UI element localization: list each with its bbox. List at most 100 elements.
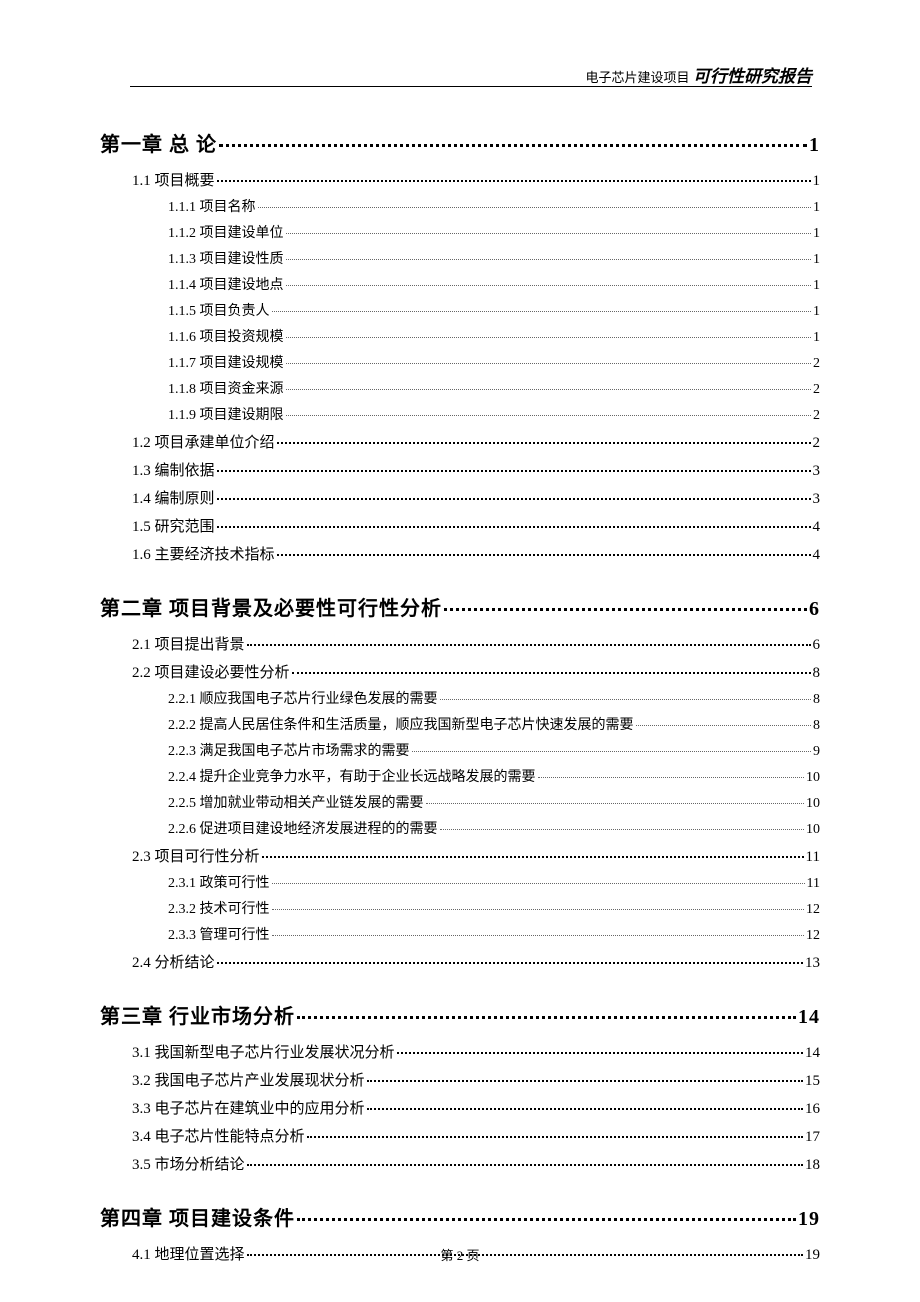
toc-entry-label: 1.1.5 项目负责人 bbox=[168, 300, 270, 320]
toc-leader-dots bbox=[215, 460, 813, 475]
table-of-contents: 第一章 总 论11.1 项目概要11.1.1 项目名称11.1.2 项目建设单位… bbox=[100, 128, 820, 1264]
toc-entry-label: 1.4 编制原则 bbox=[132, 487, 215, 508]
toc-entry-label: 2.2.3 满足我国电子芯片市场需求的需要 bbox=[168, 740, 410, 760]
toc-entry: 3.4 电子芯片性能特点分析 17 bbox=[132, 1125, 820, 1146]
toc-entry: 1.1.7 项目建设规模2 bbox=[168, 352, 820, 372]
toc-entry: 2.2.4 提升企业竞争力水平，有助于企业长远战略发展的需要10 bbox=[168, 766, 820, 786]
toc-entry: 1.1.3 项目建设性质1 bbox=[168, 248, 820, 268]
toc-entry-page: 1 bbox=[813, 226, 820, 242]
toc-entry-label: 1.1.4 项目建设地点 bbox=[168, 274, 284, 294]
toc-entry-label: 3.1 我国新型电子芯片行业发展状况分析 bbox=[132, 1041, 395, 1062]
toc-leader-dots bbox=[634, 715, 814, 729]
toc-entry-page: 10 bbox=[806, 822, 820, 838]
toc-entry-label: 3.4 电子芯片性能特点分析 bbox=[132, 1125, 305, 1146]
toc-entry: 3.1 我国新型电子芯片行业发展状况分析14 bbox=[132, 1041, 820, 1062]
toc-entry-page: 8 bbox=[813, 718, 820, 734]
toc-entry-page: 2 bbox=[813, 356, 820, 372]
toc-leader-dots bbox=[395, 1042, 805, 1057]
toc-entry-label: 1.2 项目承建单位介绍 bbox=[132, 431, 275, 452]
page-footer: 第 2 页 bbox=[0, 1245, 920, 1264]
toc-entry: 2.3.3 管理可行性 12 bbox=[168, 924, 820, 944]
toc-leader-dots bbox=[256, 197, 814, 211]
toc-entry: 1.4 编制原则 3 bbox=[132, 487, 820, 508]
toc-leader-dots bbox=[215, 170, 813, 185]
toc-entry: 1.5 研究范围4 bbox=[132, 515, 820, 536]
page-header: 电子芯片建设项目 可行性研究报告 bbox=[585, 62, 812, 87]
toc-entry-label: 2.3.3 管理可行性 bbox=[168, 924, 270, 944]
toc-leader-dots bbox=[270, 925, 807, 939]
toc-entry-page: 12 bbox=[806, 928, 820, 944]
toc-entry-label: 1.1.2 项目建设单位 bbox=[168, 222, 284, 242]
toc-entry: 第三章 行业市场分析14 bbox=[100, 1000, 820, 1029]
toc-entry-page: 1 bbox=[813, 330, 820, 346]
toc-entry-label: 2.2.2 提高人民居住条件和生活质量，顺应我国新型电子芯片快速发展的需要 bbox=[168, 714, 634, 734]
toc-entry-page: 8 bbox=[813, 692, 820, 708]
toc-entry: 3.5 市场分析结论 18 bbox=[132, 1153, 820, 1174]
toc-entry-page: 1 bbox=[813, 278, 820, 294]
toc-leader-dots bbox=[536, 767, 807, 781]
toc-entry-page: 18 bbox=[805, 1157, 820, 1174]
toc-leader-dots bbox=[290, 662, 813, 677]
toc-entry-page: 2 bbox=[813, 435, 821, 452]
toc-leader-dots bbox=[295, 1205, 798, 1225]
toc-entry-label: 2.3.2 技术可行性 bbox=[168, 898, 270, 918]
toc-entry: 第二章 项目背景及必要性可行性分析6 bbox=[100, 592, 820, 621]
toc-entry-page: 14 bbox=[798, 1006, 820, 1029]
toc-leader-dots bbox=[275, 432, 813, 447]
toc-entry-page: 17 bbox=[805, 1129, 820, 1146]
toc-entry: 1.1.6 项目投资规模1 bbox=[168, 326, 820, 346]
toc-leader-dots bbox=[215, 952, 805, 967]
toc-entry-label: 1.3 编制依据 bbox=[132, 459, 215, 480]
toc-entry-page: 1 bbox=[809, 134, 820, 157]
toc-entry-label: 2.3.1 政策可行性 bbox=[168, 872, 270, 892]
header-title: 可行性研究报告 bbox=[693, 67, 812, 86]
toc-entry-page: 10 bbox=[806, 796, 820, 812]
toc-entry: 1.2 项目承建单位介绍 2 bbox=[132, 431, 820, 452]
toc-entry-label: 1.5 研究范围 bbox=[132, 515, 215, 536]
toc-leader-dots bbox=[284, 327, 814, 341]
toc-entry-page: 11 bbox=[807, 876, 820, 892]
toc-entry: 2.2.5 增加就业带动相关产业链发展的需要10 bbox=[168, 792, 820, 812]
toc-entry: 1.1.8 项目资金来源 2 bbox=[168, 378, 820, 398]
toc-entry: 2.4 分析结论13 bbox=[132, 951, 820, 972]
toc-entry-label: 1.1.3 项目建设性质 bbox=[168, 248, 284, 268]
toc-entry-label: 1.1.8 项目资金来源 bbox=[168, 378, 284, 398]
toc-entry: 3.2 我国电子芯片产业发展现状分析15 bbox=[132, 1069, 820, 1090]
toc-entry: 2.2.3 满足我国电子芯片市场需求的需要9 bbox=[168, 740, 820, 760]
toc-entry-label: 2.4 分析结论 bbox=[132, 951, 215, 972]
toc-entry-page: 16 bbox=[805, 1101, 820, 1118]
toc-leader-dots bbox=[295, 1003, 798, 1023]
toc-leader-dots bbox=[424, 793, 807, 807]
toc-entry-page: 3 bbox=[813, 463, 821, 480]
toc-entry: 2.2.2 提高人民居住条件和生活质量，顺应我国新型电子芯片快速发展的需要 8 bbox=[168, 714, 820, 734]
toc-entry: 第四章 项目建设条件19 bbox=[100, 1202, 820, 1231]
toc-entry-label: 第二章 项目背景及必要性可行性分析 bbox=[100, 592, 442, 621]
toc-entry-page: 8 bbox=[813, 665, 821, 682]
toc-entry-label: 1.1.9 项目建设期限 bbox=[168, 404, 284, 424]
toc-leader-dots bbox=[215, 516, 813, 531]
toc-entry: 1.1.1 项目名称1 bbox=[168, 196, 820, 216]
toc-entry: 2.2 项目建设必要性分析8 bbox=[132, 661, 820, 682]
toc-entry: 2.3.2 技术可行性12 bbox=[168, 898, 820, 918]
toc-entry: 1.1.4 项目建设地点 1 bbox=[168, 274, 820, 294]
toc-entry-label: 2.1 项目提出背景 bbox=[132, 633, 245, 654]
toc-entry: 1.1.9 项目建设期限 2 bbox=[168, 404, 820, 424]
toc-entry-label: 1.6 主要经济技术指标 bbox=[132, 543, 275, 564]
toc-leader-dots bbox=[260, 846, 806, 861]
toc-entry-page: 11 bbox=[806, 849, 820, 866]
toc-entry-label: 1.1 项目概要 bbox=[132, 169, 215, 190]
toc-leader-dots bbox=[284, 353, 814, 367]
toc-entry: 2.2.1 顺应我国电子芯片行业绿色发展的需要8 bbox=[168, 688, 820, 708]
toc-entry: 1.1 项目概要 1 bbox=[132, 169, 820, 190]
toc-entry-page: 3 bbox=[813, 491, 821, 508]
toc-leader-dots bbox=[245, 1154, 805, 1169]
toc-entry: 2.1 项目提出背景6 bbox=[132, 633, 820, 654]
toc-leader-dots bbox=[270, 301, 814, 315]
toc-entry-label: 3.5 市场分析结论 bbox=[132, 1153, 245, 1174]
toc-leader-dots bbox=[275, 544, 813, 559]
toc-entry-page: 10 bbox=[806, 770, 820, 786]
toc-leader-dots bbox=[410, 741, 814, 755]
toc-entry-page: 2 bbox=[813, 382, 820, 398]
toc-entry-page: 1 bbox=[813, 173, 821, 190]
toc-entry-page: 2 bbox=[813, 408, 820, 424]
